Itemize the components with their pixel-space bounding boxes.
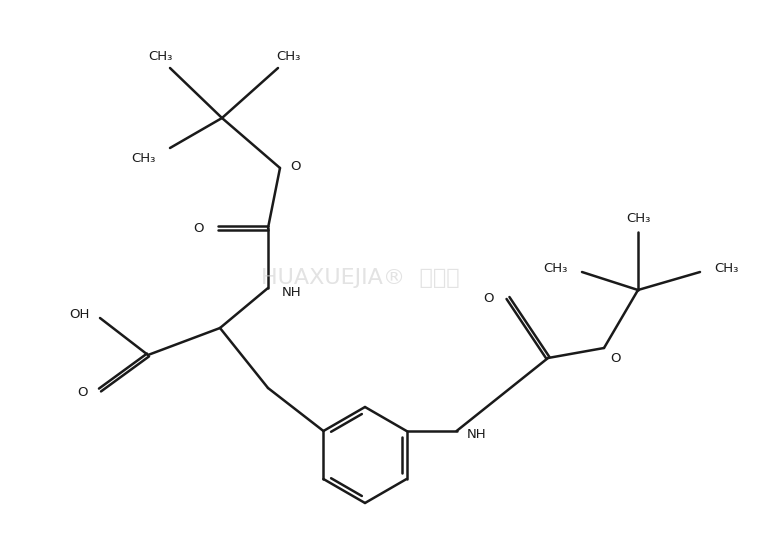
Text: NH: NH	[467, 429, 486, 441]
Text: CH₃: CH₃	[131, 151, 156, 165]
Text: O: O	[290, 160, 300, 172]
Text: CH₃: CH₃	[544, 261, 568, 275]
Text: O: O	[484, 291, 494, 305]
Text: OH: OH	[70, 307, 90, 320]
Text: O: O	[610, 351, 620, 365]
Text: O: O	[77, 385, 88, 399]
Text: O: O	[193, 221, 204, 235]
Text: CH₃: CH₃	[626, 211, 650, 225]
Text: CH₃: CH₃	[276, 49, 300, 62]
Text: CH₃: CH₃	[147, 49, 172, 62]
Text: NH: NH	[282, 285, 302, 299]
Text: HUAXUEJIA®  化学加: HUAXUEJIA® 化学加	[261, 268, 459, 288]
Text: CH₃: CH₃	[714, 261, 738, 275]
